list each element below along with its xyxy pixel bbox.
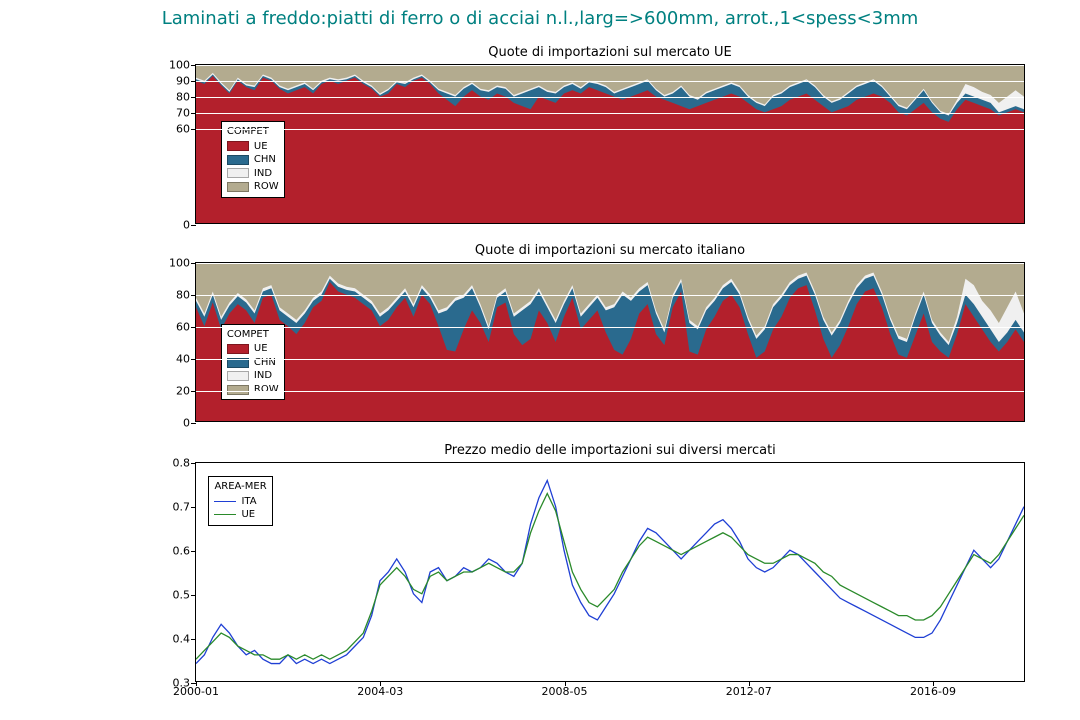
ytick-label: 90 (176, 75, 190, 88)
panel3-axes: AREA-MERITAUE 0.30.40.50.60.70.82000-012… (195, 462, 1025, 682)
figure: Laminati a freddo:piatti di ferro o di a… (0, 0, 1080, 720)
panel2-chart (196, 263, 1024, 421)
ytick-label: 0.4 (173, 633, 191, 646)
panel1-title: Quote di importazioni sul mercato UE (195, 45, 1025, 60)
panel2-title: Quote di importazioni su mercato italian… (195, 243, 1025, 258)
legend-item: UE (214, 508, 266, 522)
ytick-label: 0.6 (173, 545, 191, 558)
xtick-label: 2008-05 (542, 685, 588, 698)
legend-item: IND (227, 167, 279, 181)
panel1-axes: COMPETUECHNINDROW 060708090100 (195, 64, 1025, 224)
legend-label: CHN (254, 153, 276, 167)
legend-label: UE (254, 342, 268, 356)
legend-label: ROW (254, 180, 279, 194)
panel2-axes: COMPETUECHNINDROW 020406080100 (195, 262, 1025, 422)
ytick-label: 20 (176, 385, 190, 398)
ytick-label: 80 (176, 289, 190, 302)
ytick-label: 0 (183, 417, 190, 430)
ytick-label: 0 (183, 219, 190, 232)
legend-item: ROW (227, 180, 279, 194)
legend-label: UE (254, 140, 268, 154)
panel2-legend: COMPETUECHNINDROW (221, 324, 285, 401)
ytick-label: 80 (176, 91, 190, 104)
figure-suptitle: Laminati a freddo:piatti di ferro o di a… (0, 8, 1080, 29)
legend-title: COMPET (227, 125, 279, 139)
panel3-legend: AREA-MERITAUE (208, 476, 272, 526)
legend-label: IND (254, 167, 272, 181)
legend-item: UE (227, 342, 279, 356)
legend-item: ITA (214, 495, 266, 509)
legend-label: ROW (254, 383, 279, 397)
ytick-label: 0.5 (173, 589, 191, 602)
xtick-label: 2016-09 (910, 685, 956, 698)
ytick-label: 60 (176, 123, 190, 136)
legend-item: UE (227, 140, 279, 154)
ytick-label: 60 (176, 321, 190, 334)
ytick-label: 100 (169, 257, 190, 270)
legend-item: ROW (227, 383, 279, 397)
legend-title: AREA-MER (214, 480, 266, 494)
panel3-title: Prezzo medio delle importazioni sui dive… (195, 443, 1025, 458)
legend-item: CHN (227, 356, 279, 370)
xtick-label: 2000-01 (173, 685, 219, 698)
legend-label: ITA (241, 495, 256, 509)
ytick-label: 100 (169, 59, 190, 72)
panel1-legend: COMPETUECHNINDROW (221, 121, 285, 198)
legend-label: IND (254, 369, 272, 383)
xtick-label: 2012-07 (726, 685, 772, 698)
legend-label: CHN (254, 356, 276, 370)
ytick-label: 70 (176, 107, 190, 120)
panel3-chart (196, 463, 1024, 681)
legend-label: UE (241, 508, 255, 522)
panel1-chart (196, 65, 1024, 223)
xtick-label: 2004-03 (357, 685, 403, 698)
legend-title: COMPET (227, 328, 279, 342)
legend-item: IND (227, 369, 279, 383)
legend-item: CHN (227, 153, 279, 167)
ytick-label: 0.8 (173, 457, 191, 470)
ytick-label: 40 (176, 353, 190, 366)
ytick-label: 0.7 (173, 501, 191, 514)
